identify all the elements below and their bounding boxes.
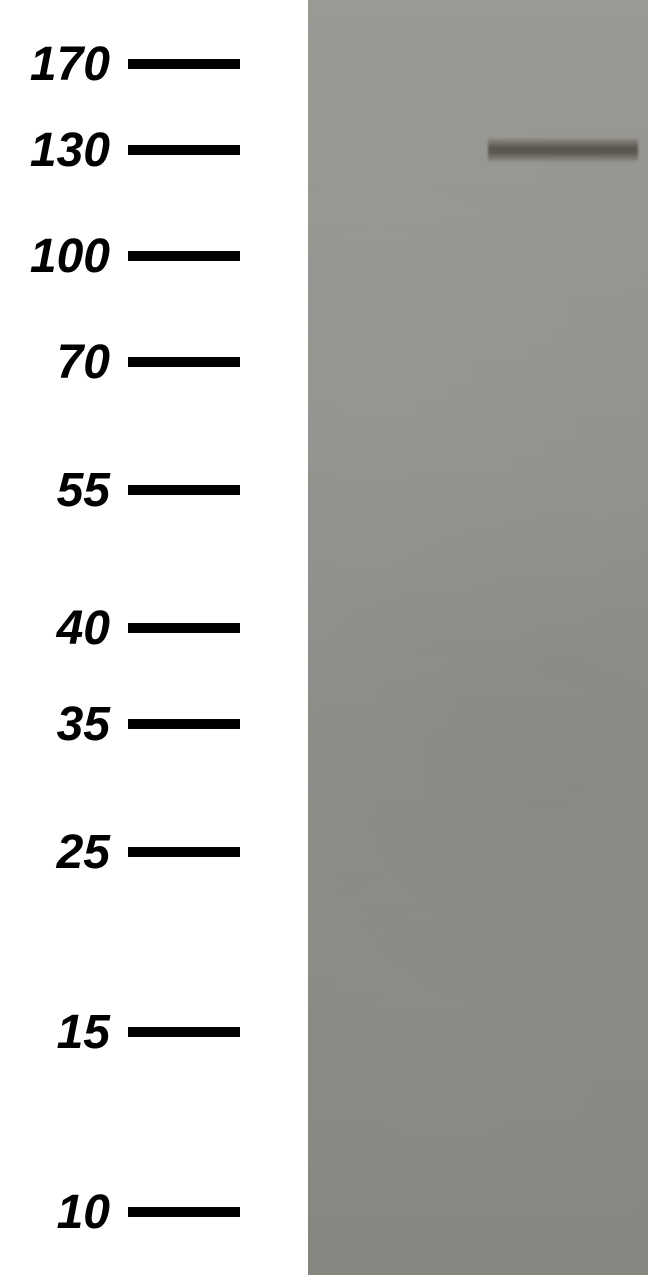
marker-row-10: 10 [0,1188,308,1236]
marker-tick [128,251,240,261]
marker-label: 130 [0,123,128,178]
marker-label: 40 [0,601,128,656]
marker-tick [128,847,240,857]
marker-row-35: 35 [0,700,308,748]
lane-2 [480,0,648,1275]
marker-tick [128,357,240,367]
marker-label: 25 [0,825,128,880]
marker-row-100: 100 [0,232,308,280]
western-blot-figure: 170 130 100 70 55 40 35 25 15 10 [0,0,650,1275]
marker-label: 170 [0,37,128,92]
marker-row-170: 170 [0,40,308,88]
marker-label: 100 [0,229,128,284]
marker-label: 10 [0,1185,128,1240]
marker-row-25: 25 [0,828,308,876]
marker-row-130: 130 [0,126,308,174]
marker-label: 15 [0,1005,128,1060]
marker-tick [128,1207,240,1217]
marker-label: 55 [0,463,128,518]
marker-tick [128,485,240,495]
molecular-weight-ladder: 170 130 100 70 55 40 35 25 15 10 [0,0,308,1275]
marker-label: 70 [0,335,128,390]
marker-row-55: 55 [0,466,308,514]
marker-tick [128,623,240,633]
marker-tick [128,145,240,155]
marker-row-15: 15 [0,1008,308,1056]
marker-row-70: 70 [0,338,308,386]
band [488,137,638,163]
blot-membrane [308,0,648,1275]
marker-tick [128,719,240,729]
marker-tick [128,1027,240,1037]
marker-row-40: 40 [0,604,308,652]
lane-1 [308,0,480,1275]
marker-tick [128,59,240,69]
marker-label: 35 [0,697,128,752]
